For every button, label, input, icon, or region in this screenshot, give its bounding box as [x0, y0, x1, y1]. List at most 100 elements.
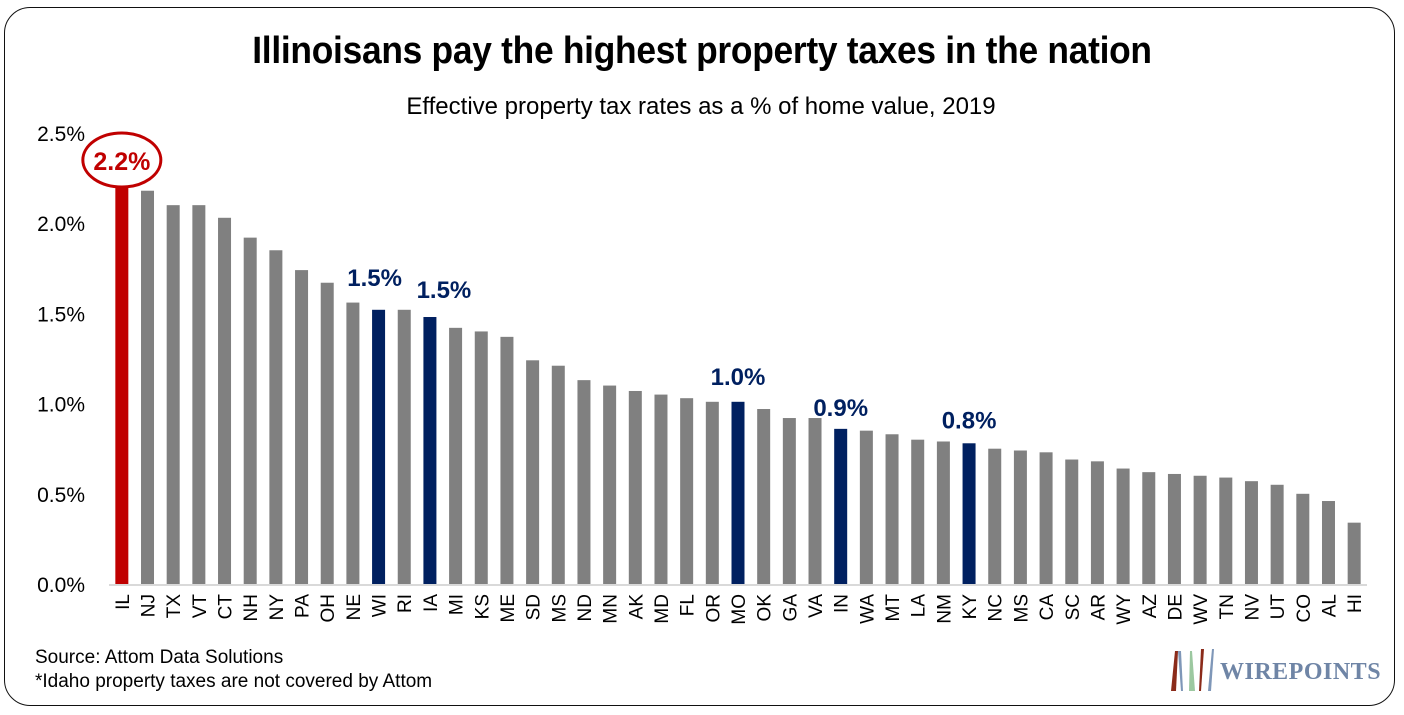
x-tick-label: OR	[703, 594, 724, 623]
bar-ga	[782, 418, 796, 584]
y-tick-label: 0.5%	[37, 484, 85, 507]
x-tick-label: MS	[549, 594, 570, 623]
x-tick-label: AZ	[1140, 594, 1161, 619]
x-tick-label: ND	[575, 594, 596, 621]
highlight-circle	[81, 131, 163, 189]
x-tick-label: MT	[883, 594, 904, 622]
x-tick-label: NJ	[139, 594, 160, 617]
x-tick-label: FL	[678, 594, 699, 616]
logo-stripe	[1208, 649, 1214, 691]
bar-ny	[269, 250, 283, 584]
data-label-wi: 1.5%	[347, 265, 402, 292]
bar-nc	[988, 448, 1002, 584]
x-tick-label: MD	[652, 594, 673, 624]
bar-vt	[192, 205, 206, 584]
bar-in	[834, 428, 848, 584]
bar-oh	[320, 282, 334, 584]
bar-or	[705, 401, 719, 584]
bar-hi	[1347, 522, 1361, 584]
bar-ut	[1270, 484, 1284, 584]
x-tick-label: NH	[241, 594, 262, 621]
y-tick-label: 2.5%	[37, 123, 85, 146]
bar-ks	[474, 331, 488, 584]
x-tick-label: WY	[1114, 594, 1135, 625]
bar-sd	[526, 360, 540, 584]
bar-nm	[936, 441, 950, 584]
wirepoints-logo: WIREPOINTS	[1168, 645, 1383, 693]
bar-mn	[603, 385, 617, 584]
x-tick-label: UT	[1268, 594, 1289, 620]
x-tick-label: NM	[934, 594, 955, 624]
bar-mo	[731, 401, 745, 584]
logo-text: WIREPOINTS	[1220, 659, 1382, 685]
bar-ne	[346, 302, 360, 584]
bar-wy	[1116, 468, 1130, 584]
x-tick-label: SC	[1063, 594, 1084, 620]
y-tick-label: 1.5%	[37, 303, 85, 326]
logo-stripe	[1199, 649, 1204, 691]
x-tick-label: OH	[318, 594, 339, 623]
data-label-ia: 1.5%	[417, 277, 472, 304]
data-label-mo: 1.0%	[711, 364, 766, 391]
bar-il	[115, 181, 129, 584]
bar-co	[1296, 493, 1310, 584]
bar-wa	[859, 430, 873, 584]
logo-stripe	[1189, 651, 1195, 691]
bar-me	[500, 336, 514, 584]
x-tick-label: LA	[909, 594, 930, 618]
bar-ca	[1039, 452, 1053, 584]
y-tick-label: 0.0%	[37, 574, 85, 597]
chart-frame	[4, 7, 1395, 706]
x-tick-label: TX	[164, 594, 185, 619]
x-tick-label: MS	[1011, 594, 1032, 623]
bar-mi	[449, 327, 463, 584]
bar-ky	[962, 443, 976, 584]
x-tick-label: KY	[960, 594, 981, 620]
x-tick-label: AL	[1319, 594, 1340, 617]
x-tick-label: WV	[1191, 594, 1212, 625]
bar-az	[1142, 472, 1156, 584]
bar-sc	[1065, 459, 1079, 584]
x-tick-label: NC	[986, 594, 1007, 621]
bar-ok	[757, 409, 771, 584]
bar-nd	[577, 380, 591, 584]
bar-nv	[1244, 481, 1258, 584]
y-tick-label: 1.0%	[37, 394, 85, 417]
x-tick-label: RI	[395, 594, 416, 613]
bar-de	[1167, 473, 1181, 584]
x-tick-label: HI	[1345, 594, 1366, 613]
x-tick-label: CO	[1294, 594, 1315, 623]
x-tick-label: VA	[806, 594, 827, 618]
x-tick-label: NV	[1242, 594, 1263, 621]
logo-stripe	[1178, 651, 1183, 691]
bar-mt	[885, 434, 899, 584]
x-tick-label: MI	[447, 594, 468, 615]
x-tick-label: KS	[472, 594, 493, 619]
x-tick-label: WI	[370, 594, 391, 617]
x-tick-label: MO	[729, 594, 750, 625]
bar-wi	[372, 309, 386, 584]
x-tick-label: IA	[421, 594, 442, 612]
y-tick-label: 2.0%	[37, 213, 85, 236]
bar-nh	[243, 237, 257, 584]
x-tick-label: IL	[113, 594, 134, 610]
bar-va	[808, 418, 822, 584]
chart-footer: Source: Attom Data Solutions *Idaho prop…	[35, 646, 432, 694]
x-tick-label: VT	[190, 594, 211, 619]
bar-nj	[141, 190, 155, 584]
chart-subtitle: Effective property tax rates as a % of h…	[406, 93, 996, 120]
x-tick-label: NE	[344, 594, 365, 620]
x-tick-label: TN	[1217, 594, 1238, 619]
x-tick-label: CT	[216, 594, 237, 620]
x-tick-label: NY	[267, 594, 288, 621]
bar-la	[911, 439, 925, 584]
x-tick-label: MN	[601, 594, 622, 624]
bar-wv	[1193, 475, 1207, 584]
bar-fl	[680, 398, 694, 584]
x-tick-label: AR	[1088, 594, 1109, 620]
chart-title: Illinoisans pay the highest property tax…	[252, 30, 1152, 72]
bar-ia	[423, 317, 437, 584]
bar-ak	[628, 390, 642, 584]
x-tick-label: PA	[293, 594, 314, 618]
